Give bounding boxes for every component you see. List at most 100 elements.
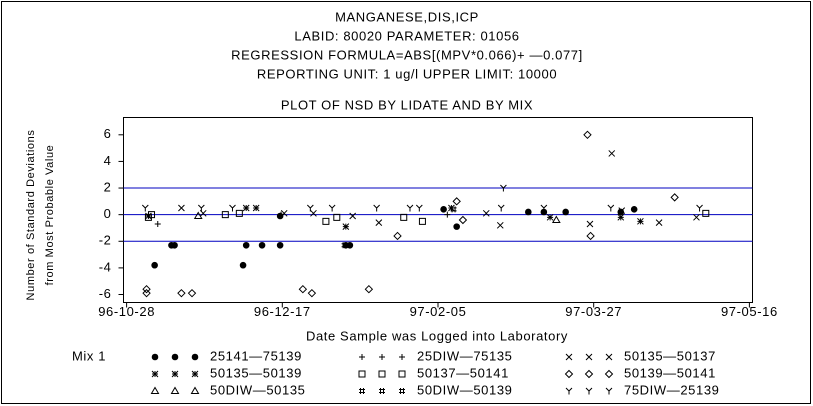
point bbox=[258, 242, 266, 249]
point bbox=[525, 208, 532, 216]
legend-marker bbox=[150, 386, 160, 394]
legend-label: 50DIW—50139 bbox=[417, 382, 512, 397]
point bbox=[375, 219, 383, 226]
point bbox=[655, 219, 663, 226]
point bbox=[252, 204, 260, 212]
y-tick-label: -2 bbox=[99, 233, 112, 248]
legend-marker bbox=[171, 370, 179, 378]
point bbox=[546, 213, 554, 221]
point bbox=[276, 242, 284, 249]
point bbox=[373, 204, 381, 212]
point bbox=[607, 204, 615, 212]
point bbox=[702, 209, 710, 217]
legend-label: 25141—75139 bbox=[210, 348, 302, 363]
point bbox=[418, 217, 426, 225]
point bbox=[496, 221, 504, 229]
legend-label: 25DIW—75135 bbox=[417, 348, 512, 363]
legend-marker bbox=[359, 388, 365, 394]
point bbox=[298, 284, 308, 294]
legend-marker bbox=[378, 370, 386, 378]
legend-marker bbox=[358, 370, 366, 378]
point bbox=[696, 204, 703, 212]
legend-marker bbox=[379, 354, 385, 360]
point bbox=[151, 262, 158, 269]
point bbox=[400, 213, 408, 221]
point bbox=[444, 211, 451, 218]
point bbox=[142, 288, 151, 298]
legend-marker bbox=[151, 353, 159, 361]
point bbox=[693, 213, 700, 221]
point bbox=[342, 223, 350, 230]
point bbox=[618, 207, 626, 215]
point bbox=[500, 184, 507, 192]
point bbox=[608, 150, 616, 157]
point bbox=[142, 284, 151, 294]
point bbox=[193, 211, 203, 219]
title-line: LABID: 80020 PARAMETER: 01056 bbox=[294, 28, 519, 43]
point bbox=[141, 204, 149, 212]
x-axis-label: Date Sample was Logged into Laboratory bbox=[306, 328, 568, 343]
point bbox=[364, 284, 374, 294]
point bbox=[458, 215, 468, 225]
legend-marker bbox=[190, 386, 200, 394]
legend-label: 50139—50141 bbox=[624, 365, 716, 380]
point bbox=[306, 204, 314, 212]
point bbox=[239, 262, 247, 269]
legend-marker bbox=[565, 353, 573, 361]
legend-marker bbox=[604, 369, 614, 379]
point bbox=[280, 209, 288, 217]
y-tick-label: 4 bbox=[104, 153, 112, 168]
point bbox=[482, 209, 490, 217]
point bbox=[346, 242, 354, 249]
point bbox=[310, 209, 317, 217]
legend-marker bbox=[605, 387, 613, 395]
legend-marker bbox=[565, 387, 573, 395]
x-tick-label: 97-05-16 bbox=[721, 304, 778, 319]
legend-marker bbox=[585, 353, 593, 361]
y-axis-label: Number of Standard Deviations bbox=[25, 130, 37, 301]
point bbox=[453, 223, 460, 230]
legend-marker bbox=[359, 354, 365, 360]
point bbox=[221, 211, 229, 219]
legend-marker bbox=[151, 370, 159, 378]
point bbox=[406, 204, 414, 212]
point bbox=[670, 193, 679, 202]
point bbox=[235, 209, 243, 217]
point bbox=[322, 217, 330, 225]
point bbox=[586, 220, 594, 228]
point bbox=[178, 204, 185, 212]
point bbox=[242, 242, 250, 249]
title-line: REGRESSION FORMULA=ABS[(MPV*0.066)+ —0.0… bbox=[231, 47, 583, 62]
point bbox=[349, 212, 357, 220]
point bbox=[393, 231, 402, 241]
x-tick-label: 97-03-27 bbox=[565, 304, 622, 319]
legend-label: 50DIW—50135 bbox=[210, 382, 305, 397]
legend-marker bbox=[564, 369, 574, 379]
y-tick-label: 0 bbox=[104, 206, 112, 221]
legend-marker bbox=[605, 353, 613, 361]
legend-label: 50135—50139 bbox=[210, 365, 302, 380]
x-tick-label: 96-10-28 bbox=[98, 304, 155, 319]
legend-marker bbox=[170, 386, 180, 394]
legend-marker bbox=[379, 388, 385, 394]
legend-label: 75DIW—25139 bbox=[624, 382, 719, 397]
point bbox=[583, 130, 592, 140]
legend-title: Mix 1 bbox=[72, 348, 106, 363]
point bbox=[540, 208, 548, 216]
point bbox=[229, 204, 236, 212]
point bbox=[630, 206, 638, 213]
legend-marker bbox=[171, 353, 179, 361]
legend-marker bbox=[584, 369, 594, 379]
point bbox=[148, 211, 156, 219]
point bbox=[171, 242, 178, 249]
x-tick-label: 96-12-17 bbox=[254, 304, 311, 319]
point bbox=[562, 208, 569, 216]
point bbox=[415, 204, 423, 212]
point bbox=[450, 206, 457, 213]
legend-label: 50137—50141 bbox=[417, 365, 509, 380]
point bbox=[144, 213, 152, 221]
point bbox=[586, 231, 595, 241]
point bbox=[177, 288, 186, 298]
x-tick-label: 97-02-05 bbox=[410, 304, 467, 319]
